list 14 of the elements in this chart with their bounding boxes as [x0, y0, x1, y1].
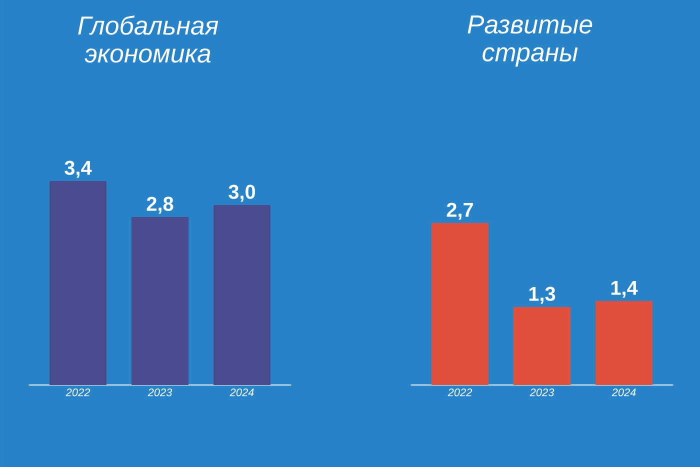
data-label: 1,3	[529, 286, 556, 304]
chart-title: Глобальная экономика	[78, 16, 218, 63]
x-tick-label: 2024	[612, 388, 636, 396]
data-label: 3,4	[64, 160, 92, 178]
x-tick-label: 2022	[448, 388, 472, 396]
x-tick-label: 2022	[66, 388, 90, 396]
x-tick-label: 2023	[148, 388, 172, 396]
data-label: 1,4	[611, 280, 638, 298]
x-tick-label: 2024	[230, 388, 254, 396]
data-label: 2,8	[146, 196, 174, 214]
chart-title: Развитые страны	[468, 16, 592, 67]
data-label: 3,0	[228, 184, 256, 202]
x-tick-label: 2023	[530, 388, 554, 396]
data-label: 2,7	[446, 202, 473, 220]
